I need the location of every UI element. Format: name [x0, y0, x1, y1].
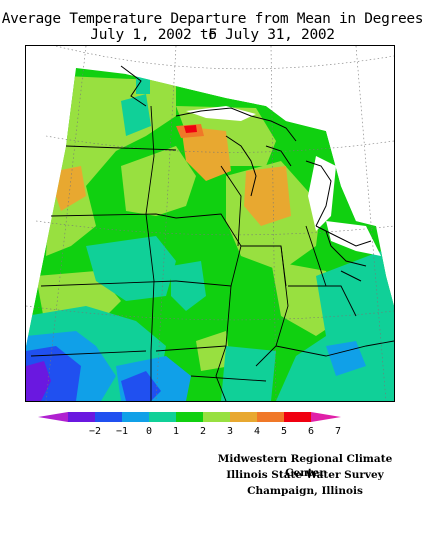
legend-swatch	[284, 412, 311, 422]
graticule	[26, 46, 394, 401]
legend-arrow-high	[311, 412, 341, 422]
state-boundaries	[30, 105, 394, 401]
legend-swatch	[68, 412, 95, 422]
legend-tick-label: −1	[116, 426, 128, 437]
outside-region	[76, 46, 394, 231]
legend-swatch	[257, 412, 284, 422]
legend-tick-label: 5	[281, 426, 287, 437]
legend-swatch	[95, 412, 122, 422]
map-canvas	[26, 46, 394, 401]
legend-tick-label: 7	[335, 426, 341, 437]
legend-swatch	[203, 412, 230, 422]
legend-tick-label: 2	[200, 426, 206, 437]
legend-arrow-low	[38, 412, 68, 422]
coastlines	[120, 65, 372, 282]
legend-swatch	[122, 412, 149, 422]
map-title-line-2: July 1, 2002 to July 31, 2002	[90, 27, 335, 43]
legend-swatch	[176, 412, 203, 422]
color-legend: −2 −1 0 1 2 3 4 5 6 7	[38, 412, 341, 437]
credit-line-3: Champaign, Illinois	[247, 485, 363, 497]
legend-tick-label: 4	[254, 426, 260, 437]
map-title-line-1: Average Temperature Departure from Mean …	[1, 11, 424, 43]
legend-tick-label: 6	[308, 426, 314, 437]
legend-tick-label: −2	[89, 426, 101, 437]
credit-line-1: Midwestern Regional Climate Center	[217, 453, 393, 479]
legend-tick-label: 3	[227, 426, 233, 437]
temperature-departure-map	[25, 45, 395, 402]
legend-tick-label: 0	[146, 426, 152, 437]
legend-swatch	[149, 412, 176, 422]
legend-tick-label: 1	[173, 426, 179, 437]
legend-swatch	[230, 412, 257, 422]
credit-line-2: Illinois State Water Survey	[226, 469, 384, 481]
